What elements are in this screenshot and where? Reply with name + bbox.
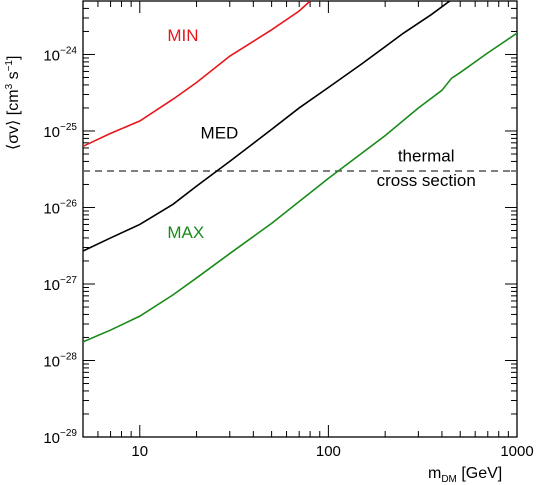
annotation-med: MED	[201, 123, 239, 142]
y-tick-label: 10−25	[43, 122, 77, 141]
y-axis-label: ⟨σv⟩ [cm3 s−1]	[4, 56, 22, 150]
annotation-max: MAX	[167, 223, 204, 242]
y-tick-label: 10−24	[43, 45, 77, 64]
annotation-min: MIN	[167, 26, 198, 45]
data-series	[83, 1, 517, 343]
y-tick-label: 10−28	[43, 351, 77, 370]
series-line-med	[83, 1, 451, 252]
x-tick-label: 1000	[500, 443, 533, 460]
series-line-max	[83, 32, 517, 343]
annotation-thermal-line2: cross section	[377, 171, 476, 190]
series-line-min	[83, 1, 311, 148]
y-tick-label: 10−29	[43, 428, 77, 447]
tick-marks	[82, 0, 518, 438]
annotations: MIN MED MAX thermal cross section	[167, 26, 475, 242]
y-tick-label: 10−26	[43, 198, 77, 217]
y-tick-label: 10−27	[43, 275, 77, 294]
x-axis-label: mDM [GeV]	[428, 465, 502, 485]
annotation-thermal-line1: thermal	[398, 146, 455, 165]
x-tick-label: 100	[316, 443, 341, 460]
tick-labels: 10 100 1000 10−29 10−28 10−27 10−26 10−25 10−24	[43, 45, 533, 460]
x-tick-label: 10	[131, 443, 148, 460]
